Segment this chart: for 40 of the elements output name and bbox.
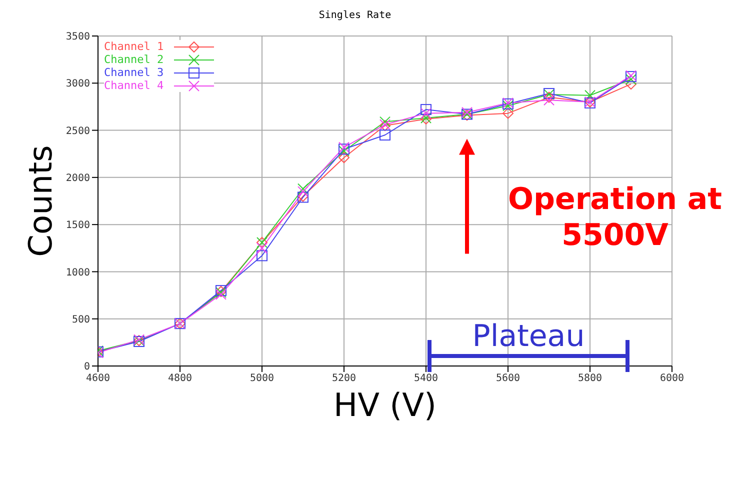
point bbox=[380, 116, 390, 128]
x-tick-label: 6000 bbox=[660, 373, 684, 384]
legend-label: Channel 4 bbox=[104, 79, 165, 92]
point bbox=[338, 152, 350, 164]
y-tick-label: 0 bbox=[84, 362, 90, 373]
y-tick-label: 3500 bbox=[66, 32, 90, 43]
point bbox=[626, 74, 636, 85]
point bbox=[298, 183, 308, 194]
x-tick-label: 5600 bbox=[496, 373, 520, 384]
point bbox=[420, 104, 432, 116]
point bbox=[298, 186, 308, 198]
x-tick-label: 5000 bbox=[250, 373, 274, 384]
legend-label: Channel 2 bbox=[104, 53, 165, 66]
x-tick-label: 5800 bbox=[578, 373, 602, 384]
legend-label: Channel 3 bbox=[104, 66, 165, 79]
y-tick-label: 2500 bbox=[66, 126, 90, 137]
x-tick-label: 4800 bbox=[168, 373, 192, 384]
annotation: Plateau bbox=[472, 319, 585, 354]
legend-label: Channel 1 bbox=[104, 40, 165, 53]
point bbox=[584, 90, 596, 101]
x-tick-label: 5400 bbox=[414, 373, 438, 384]
point bbox=[256, 250, 268, 262]
y-tick-label: 500 bbox=[72, 314, 90, 326]
x-axis-title: HV (V) bbox=[334, 386, 436, 424]
point bbox=[380, 130, 390, 140]
chart-title: Singles Rate bbox=[318, 10, 392, 21]
point bbox=[502, 108, 514, 119]
annotation: Operation at 5500V bbox=[508, 182, 722, 253]
x-tick-label: 4600 bbox=[86, 373, 110, 384]
point bbox=[544, 94, 554, 106]
y-axis-title: Counts bbox=[21, 145, 60, 257]
y-tick-label: 3000 bbox=[66, 78, 90, 90]
point bbox=[256, 242, 268, 254]
point bbox=[626, 78, 636, 90]
point bbox=[420, 108, 432, 119]
y-tick-label: 1000 bbox=[66, 267, 90, 278]
y-tick-label: 2000 bbox=[66, 172, 90, 184]
point bbox=[544, 92, 554, 103]
x-tick-label: 5200 bbox=[332, 373, 356, 384]
y-tick-label: 1500 bbox=[66, 220, 90, 232]
